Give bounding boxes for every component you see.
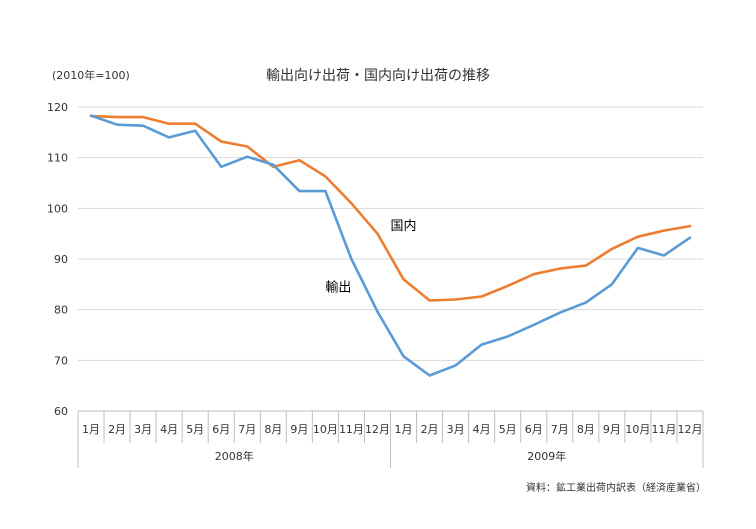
- y-tick-label: 80: [54, 304, 68, 317]
- x-axis: 1月 2月 3月 4月 5月 6月 7月 8月 9月 10月 11月 12月 1月 2月 3月 4月 5月 6月 7…: [77, 410, 704, 468]
- y-tick-label: 110: [47, 152, 68, 165]
- chart-title: 輸出向け出荷・国内向け出荷の推移: [266, 68, 490, 84]
- x-tick-label: 3月: [134, 423, 152, 436]
- x-tick-label: 6月: [212, 423, 230, 436]
- x-tick-label: 3月: [447, 423, 465, 436]
- x-tick-label: 8月: [577, 423, 595, 436]
- x-tick-label: 10月: [313, 423, 338, 436]
- y-tick-label: 60: [54, 405, 68, 418]
- y-axis-unit-label: (2010年=100): [52, 68, 130, 82]
- x-tick-label: 7月: [551, 423, 569, 436]
- x-tick-label: 12月: [365, 423, 390, 436]
- x-tick-label: 9月: [603, 423, 621, 436]
- y-tick-label: 100: [47, 202, 68, 215]
- x-tick-label: 11月: [651, 423, 676, 436]
- y-tick-label: 70: [54, 354, 68, 367]
- x-tick-label: 4月: [473, 423, 491, 436]
- x-tick-label: 7月: [238, 423, 256, 436]
- x-group-label: 2009年: [527, 449, 566, 463]
- y-tick-label: 120: [47, 101, 68, 114]
- y-axis-ticks: 60 70 80 90 100 110 120: [47, 101, 68, 418]
- x-tick-label: 8月: [264, 423, 282, 436]
- x-group-label: 2008年: [215, 449, 254, 463]
- x-tick-label: 2月: [421, 423, 439, 436]
- series-lines: [89, 114, 692, 377]
- x-tick-label: 1月: [82, 423, 100, 436]
- x-tick-label: 9月: [290, 423, 308, 436]
- x-tick-label: 4月: [160, 423, 178, 436]
- x-tick-label: 5月: [499, 423, 517, 436]
- x-tick-label: 2月: [108, 423, 126, 436]
- series-line: [89, 114, 692, 377]
- series-label: 国内: [391, 218, 417, 234]
- x-tick-label: 11月: [339, 423, 364, 436]
- series-label: 輸出: [325, 280, 351, 295]
- series-line: [89, 114, 692, 302]
- y-tick-label: 90: [54, 253, 68, 266]
- x-tick-label: 5月: [186, 423, 204, 436]
- x-tick-label: 12月: [677, 423, 702, 436]
- x-tick-label: 6月: [525, 423, 543, 436]
- x-tick-label: 10月: [625, 423, 650, 436]
- source-note: 資料：鉱工業出荷内訳表（経済産業省）: [526, 481, 706, 494]
- x-tick-label: 1月: [395, 423, 413, 436]
